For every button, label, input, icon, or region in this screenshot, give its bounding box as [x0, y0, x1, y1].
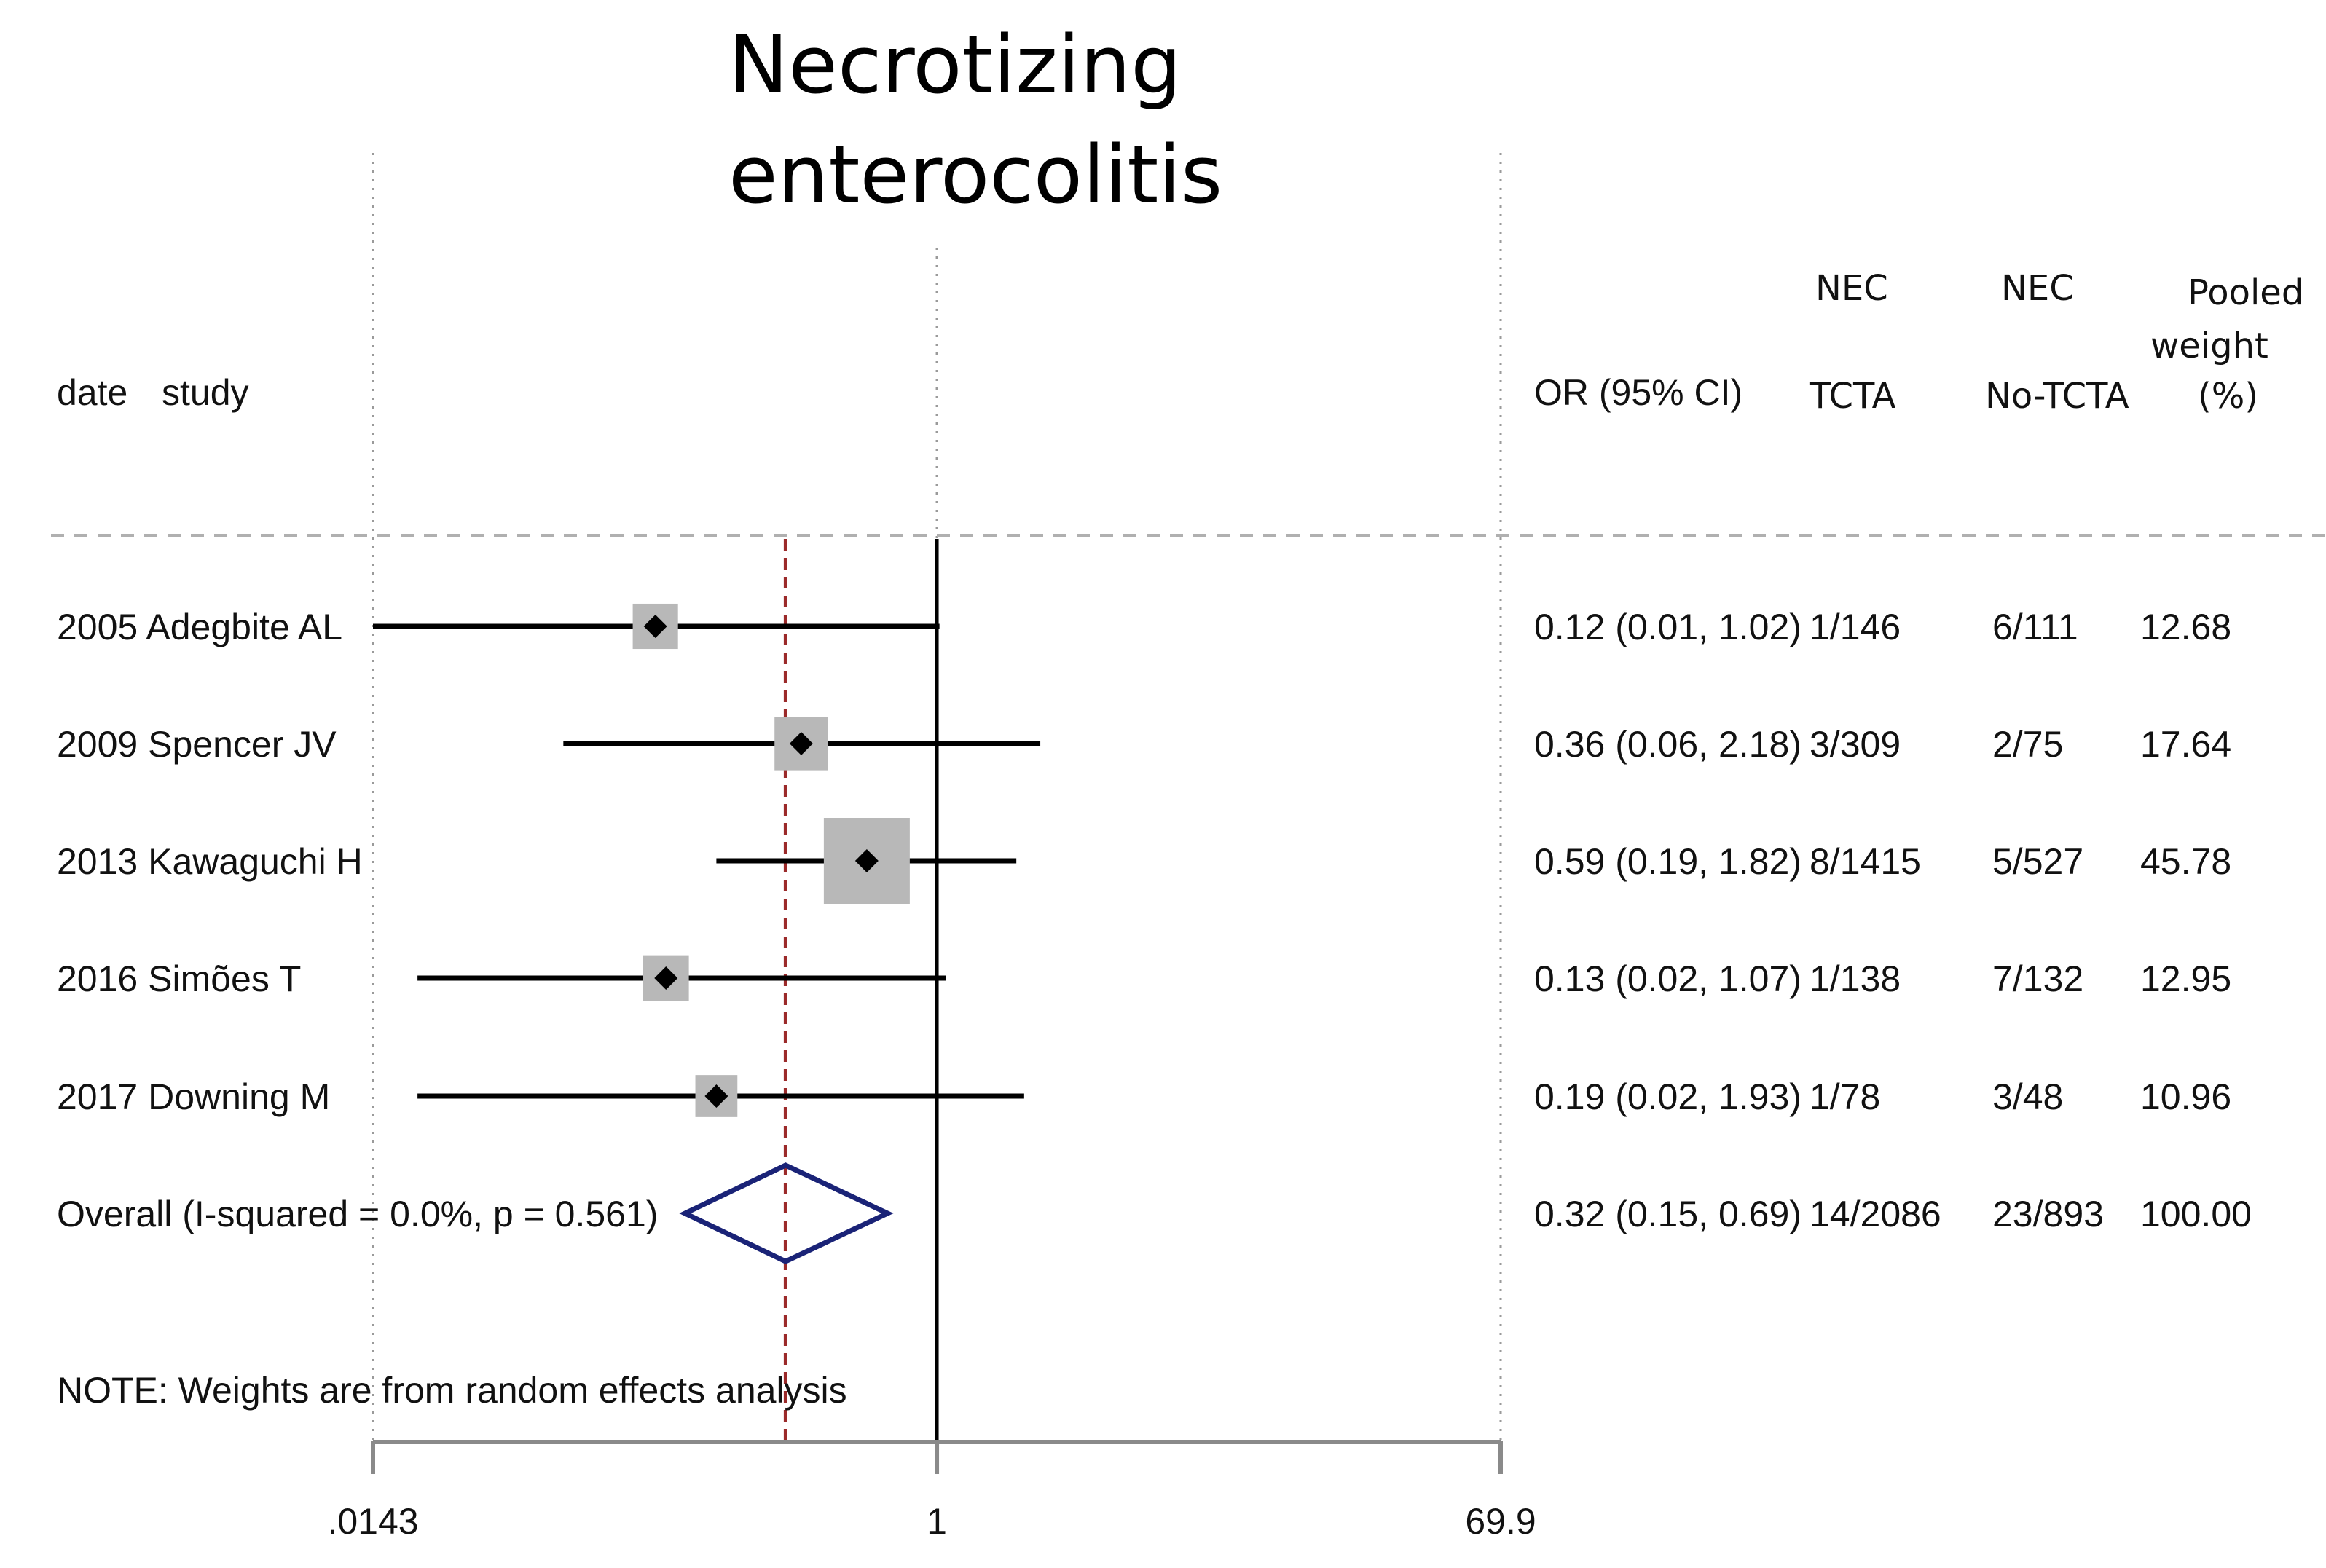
overall-weight: 100.00 — [2140, 1194, 2252, 1234]
point-estimate-marker — [789, 732, 813, 755]
header-date: date — [57, 372, 127, 413]
grid-lines — [51, 153, 2326, 1442]
study-row: 2016 Simões T 0.13 (0.02, 1.07) 1/138 7/… — [57, 958, 2231, 999]
study-markers — [373, 603, 1041, 1264]
overall-nec-tcta: 14/2086 — [1810, 1194, 1941, 1234]
study-weight: 12.68 — [2140, 607, 2231, 647]
study-nec-no-tcta: 3/48 — [1992, 1076, 2063, 1117]
study-row: 2017 Downing M 0.19 (0.02, 1.93) 1/78 3/… — [57, 1076, 2231, 1117]
overall-or-ci: 0.32 (0.15, 0.69) — [1534, 1194, 1802, 1234]
study-nec-no-tcta: 7/132 — [1992, 958, 2083, 999]
x-tick-label: 1 — [927, 1501, 947, 1542]
header-weight-line-2: weight — [2150, 326, 2268, 366]
overall-nec-no-tcta: 23/893 — [1992, 1194, 2104, 1234]
point-estimate-marker — [854, 849, 879, 872]
study-weight: 17.64 — [2140, 724, 2231, 765]
header-or-ci: OR (95% CI) — [1534, 372, 1742, 413]
study-or-ci: 0.59 (0.19, 1.82) — [1534, 841, 1802, 882]
overall-diamond — [679, 1162, 894, 1264]
chart-title-line-1: Necrotizing — [728, 18, 1182, 111]
study-or-ci: 0.13 (0.02, 1.07) — [1534, 958, 1802, 999]
study-label: 2013 Kawaguchi H — [57, 841, 363, 882]
x-tick-label: 69.9 — [1465, 1501, 1536, 1542]
study-weight: 45.78 — [2140, 841, 2231, 882]
study-or-ci: 0.12 (0.01, 1.02) — [1534, 607, 1802, 647]
overall-label: Overall (I-squared = 0.0%, p = 0.561) — [57, 1194, 658, 1234]
header-weight-line-3: (%) — [2198, 376, 2258, 417]
study-row: 2009 Spencer JV 0.36 (0.06, 2.18) 3/309 … — [57, 724, 2231, 765]
study-nec-tcta: 1/78 — [1810, 1076, 1880, 1117]
header-nec-no-tcta-line-2: No-TCTA — [1985, 376, 2129, 417]
study-nec-no-tcta: 6/111 — [1992, 607, 2078, 647]
header-weight-line-1: Pooled — [2188, 272, 2303, 313]
x-tick-label: .0143 — [327, 1501, 418, 1542]
header-study: study — [162, 372, 249, 413]
header-nec-tcta-line-1: NEC — [1815, 268, 1888, 309]
reference-lines — [783, 539, 939, 1442]
study-row: 2013 Kawaguchi H 0.59 (0.19, 1.82) 8/141… — [57, 841, 2231, 882]
study-label: 2009 Spencer JV — [57, 724, 337, 765]
x-axis — [371, 1440, 1503, 1474]
header-nec-no-tcta-line-1: NEC — [2001, 268, 2074, 309]
study-nec-no-tcta: 2/75 — [1992, 724, 2063, 765]
study-label: 2017 Downing M — [57, 1076, 330, 1117]
point-estimate-marker — [704, 1084, 728, 1108]
overall-row: Overall (I-squared = 0.0%, p = 0.561) 0.… — [57, 1194, 2252, 1234]
study-row: 2005 Adegbite AL 0.12 (0.01, 1.02) 1/146… — [57, 607, 2231, 647]
weights-note: NOTE: Weights are from random effects an… — [57, 1370, 847, 1411]
chart-title-line-2: enterocolitis — [728, 128, 1222, 221]
study-nec-tcta: 3/309 — [1810, 724, 1901, 765]
study-nec-tcta: 1/138 — [1810, 958, 1901, 999]
study-or-ci: 0.19 (0.02, 1.93) — [1534, 1076, 1802, 1117]
study-weight: 12.95 — [2140, 958, 2231, 999]
study-or-ci: 0.36 (0.06, 2.18) — [1534, 724, 1802, 765]
study-weight: 10.96 — [2140, 1076, 2231, 1117]
study-nec-no-tcta: 5/527 — [1992, 841, 2083, 882]
header-nec-tcta-line-2: TCTA — [1809, 376, 1896, 417]
point-estimate-marker — [654, 966, 678, 990]
study-nec-tcta: 1/146 — [1810, 607, 1901, 647]
study-label: 2016 Simões T — [57, 958, 301, 999]
point-estimate-marker — [643, 615, 667, 638]
study-label: 2005 Adegbite AL — [57, 607, 342, 647]
study-nec-tcta: 8/1415 — [1810, 841, 1921, 882]
